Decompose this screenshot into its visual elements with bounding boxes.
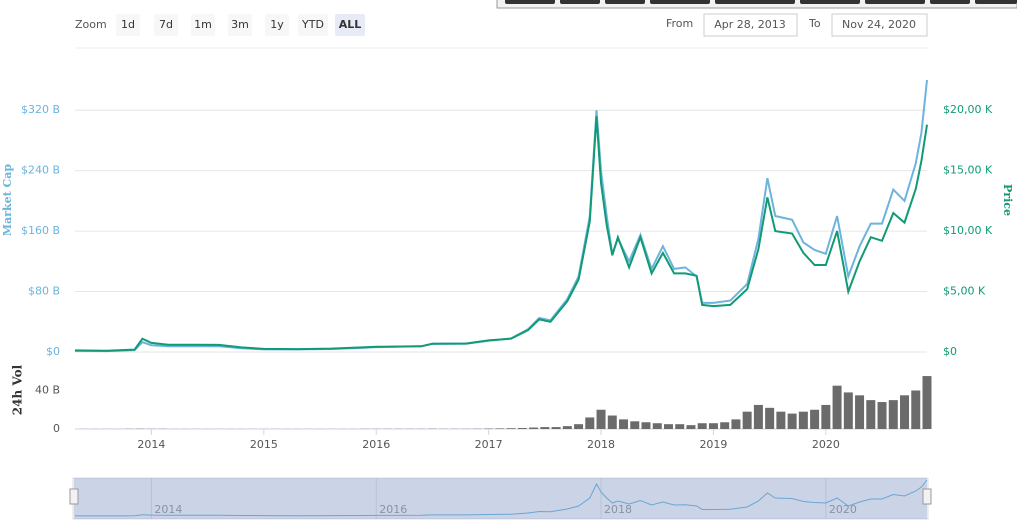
zoom-button[interactable] [265, 14, 289, 36]
volume-bar [911, 390, 921, 429]
y-tick-label: $80 B [28, 285, 60, 298]
y-tick-label: $240 B [21, 164, 60, 177]
zoom-button-label[interactable]: 3m [231, 18, 249, 31]
navigator-label: 2018 [604, 503, 632, 516]
x-tick-label: 2019 [699, 438, 727, 451]
volume-bar [596, 409, 606, 429]
volume-bar [787, 413, 797, 429]
navigator-label: 2014 [154, 503, 182, 516]
navigator-handle[interactable] [922, 488, 932, 505]
volume-bar [900, 395, 910, 429]
y2-tick-label: $5,00 K [943, 285, 986, 298]
zoom-button-label[interactable]: 7d [159, 18, 173, 31]
from-input[interactable] [703, 13, 798, 37]
volume-bar [843, 392, 853, 429]
navigator-label: 2020 [829, 503, 857, 516]
volume-bar [619, 419, 629, 429]
volume-bar [731, 419, 741, 429]
zoom-button[interactable] [228, 14, 252, 36]
x-tick-label: 2017 [475, 438, 503, 451]
volume-bar [506, 428, 516, 429]
zoom-button[interactable] [191, 14, 215, 36]
from-label: From [666, 17, 693, 30]
y2-tick-label: $20,00 K [943, 103, 993, 116]
volume-bar [495, 428, 505, 429]
series-line [74, 116, 928, 352]
to-date[interactable]: Nov 24, 2020 [842, 18, 916, 31]
volume-bar [697, 423, 707, 429]
x-tick-label: 2020 [812, 438, 840, 451]
volume-bar [607, 415, 617, 429]
volume-bar [663, 424, 673, 429]
volume-bar [877, 402, 887, 429]
to-label: To [808, 17, 821, 30]
volume-bar [810, 409, 820, 429]
y2-tick-label: $0 [943, 345, 957, 358]
zoom-label: Zoom [75, 18, 107, 31]
volume-bar [753, 404, 763, 429]
navigator-mask[interactable] [74, 478, 927, 519]
y-tick-label: $160 B [21, 224, 60, 237]
zoom-button[interactable] [116, 14, 140, 36]
volume-bar [832, 385, 842, 429]
y2-tick-label: $15,00 K [943, 164, 993, 177]
zoom-button-label[interactable]: YTD [301, 18, 324, 31]
vol-tick-label: 40 B [35, 384, 60, 397]
volume-bar [686, 425, 696, 429]
volume-bar [675, 424, 685, 429]
volume-bar [585, 417, 595, 429]
navigator-label: 2016 [379, 503, 407, 516]
volume-bar [574, 424, 584, 429]
volume-bar [776, 411, 786, 429]
vol-axis-title: 24h Vol [11, 364, 25, 415]
volume-bar [641, 422, 651, 429]
volume-bar [708, 423, 718, 429]
zoom-button[interactable] [154, 14, 178, 36]
volume-bar [630, 421, 640, 429]
to-input[interactable] [831, 13, 928, 37]
x-tick-label: 2018 [587, 438, 615, 451]
zoom-button[interactable] [298, 14, 328, 36]
volume-bar [562, 426, 572, 429]
volume-bar [742, 411, 752, 429]
volume-bar [551, 427, 561, 429]
zoom-button-label[interactable]: 1m [194, 18, 212, 31]
series-line [74, 79, 928, 353]
y2-axis-title: Price [1001, 184, 1014, 216]
volume-bar [540, 427, 550, 429]
y-tick-label: $320 B [21, 103, 60, 116]
volume-bar [720, 422, 730, 429]
navigator-handle[interactable] [69, 488, 79, 505]
vol-tick-label: 0 [53, 422, 60, 435]
cut-toolbar [496, 0, 1017, 9]
volume-bar [866, 400, 876, 429]
zoom-button-label[interactable]: 1d [121, 18, 135, 31]
volume-bar [888, 400, 898, 429]
from-date[interactable]: Apr 28, 2013 [714, 18, 786, 31]
y2-tick-label: $10,00 K [943, 224, 993, 237]
navigator-line [75, 479, 928, 517]
volume-bar [652, 423, 662, 429]
volume-bar [517, 428, 527, 429]
volume-bar [529, 427, 539, 429]
volume-bar [765, 407, 775, 429]
x-tick-label: 2014 [137, 438, 165, 451]
volume-bar [855, 395, 865, 429]
zoom-button-label[interactable]: ALL [339, 18, 362, 31]
volume-bar [922, 376, 932, 429]
x-tick-label: 2016 [362, 438, 390, 451]
y-tick-label: $0 [46, 345, 60, 358]
volume-bar [798, 411, 808, 429]
y-axis-title: Market Cap [1, 164, 14, 237]
zoom-button-label[interactable]: 1y [270, 18, 284, 31]
zoom-button[interactable] [335, 14, 365, 36]
volume-bar [821, 404, 831, 429]
x-tick-label: 2015 [250, 438, 278, 451]
